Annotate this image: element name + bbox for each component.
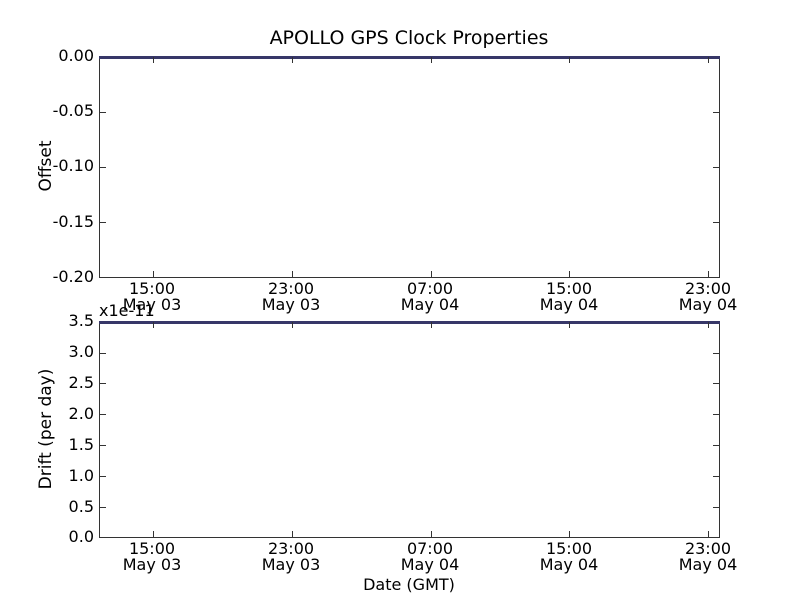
drift-series-line [99,321,720,324]
y-tick-mark [100,414,106,416]
y-tick-label: 2.5 [68,373,94,392]
x-tick-mark [152,322,154,328]
y-tick-mark [100,166,106,168]
x-tick-label: 23:00 May 03 [231,281,351,313]
x-tick-time: 07:00 [406,539,454,558]
x-tick-label: 15:00 May 04 [509,281,629,313]
x-tick-mark [430,57,432,63]
x-tick-date: May 04 [400,295,460,314]
x-tick-time: 15:00 [545,539,593,558]
offset-series-line [99,56,720,59]
y-tick-mark [100,476,106,478]
y-axis-label-offset: Offset [36,140,56,192]
x-tick-time: 23:00 [267,539,315,558]
x-tick-time: 15:00 [545,279,593,298]
y-tick-mark [100,352,106,354]
x-tick-label: 07:00 May 04 [370,281,490,313]
chart-title: APOLLO GPS Clock Properties [269,27,549,49]
y-tick-mark [100,445,106,447]
offset-plot-area [99,56,720,278]
x-tick-label: 23:00 May 04 [648,281,768,313]
x-tick-mark [569,57,571,63]
x-tick-mark [569,271,571,277]
x-tick-mark [569,531,571,537]
x-tick-mark [430,322,432,328]
y-tick-label: -0.15 [52,212,94,231]
x-tick-date: May 04 [539,555,599,574]
y-tick-mark [713,383,719,385]
y-tick-label: 3.5 [68,311,94,330]
x-tick-time: 23:00 [684,539,732,558]
y-tick-mark [713,414,719,416]
x-tick-mark [291,322,293,328]
y-tick-label: 0.0 [68,527,94,546]
x-tick-label: 23:00 May 04 [648,541,768,573]
y-tick-label: 1.5 [68,435,94,454]
x-tick-mark [291,271,293,277]
x-tick-date: May 03 [261,555,321,574]
x-tick-label: 15:00 May 03 [92,541,212,573]
y-tick-mark [713,352,719,354]
y-tick-mark [100,383,106,385]
y-tick-label: 3.0 [68,342,94,361]
x-tick-time: 15:00 [128,539,176,558]
x-tick-time: 23:00 [684,279,732,298]
x-tick-date: May 03 [122,555,182,574]
y-tick-mark [100,507,106,509]
y-tick-mark [713,111,719,113]
y-tick-label: -0.05 [52,101,94,120]
y-axis-label-drift: Drift (per day) [36,368,56,490]
x-tick-mark [430,531,432,537]
y-tick-mark [100,111,106,113]
x-tick-date: May 03 [261,295,321,314]
x-tick-time: 07:00 [406,279,454,298]
x-tick-label: 07:00 May 04 [370,541,490,573]
x-tick-mark [291,531,293,537]
x-tick-date: May 04 [678,295,738,314]
drift-plot-area [99,321,720,538]
x-tick-label: 23:00 May 03 [231,541,351,573]
x-tick-mark [291,57,293,63]
x-tick-mark [707,271,709,277]
x-tick-mark [152,531,154,537]
y-tick-label: 2.0 [68,404,94,423]
x-tick-date: May 04 [678,555,738,574]
y-tick-label: 0.5 [68,497,94,516]
x-tick-mark [430,271,432,277]
x-tick-mark [707,531,709,537]
x-tick-date: May 03 [122,295,182,314]
x-tick-date: May 04 [400,555,460,574]
x-tick-time: 23:00 [267,279,315,298]
x-axis-label: Date (GMT) [363,575,455,594]
y-tick-mark [713,476,719,478]
x-tick-mark [707,57,709,63]
x-tick-time: 15:00 [128,279,176,298]
y-tick-mark [100,222,106,224]
y-tick-label: 1.0 [68,466,94,485]
y-tick-label: 0.00 [58,46,94,65]
x-tick-label: 15:00 May 03 [92,281,212,313]
x-tick-mark [707,322,709,328]
x-tick-mark [569,322,571,328]
x-tick-label: 15:00 May 04 [509,541,629,573]
y-tick-mark [713,166,719,168]
x-tick-mark [152,57,154,63]
y-tick-mark [713,445,719,447]
y-axis-scale-multiplier: x1e-11 [99,301,155,320]
y-tick-mark [713,222,719,224]
x-tick-mark [152,271,154,277]
y-tick-mark [713,507,719,509]
y-tick-label: -0.10 [52,156,94,175]
y-tick-label: -0.20 [52,267,94,286]
x-tick-date: May 04 [539,295,599,314]
